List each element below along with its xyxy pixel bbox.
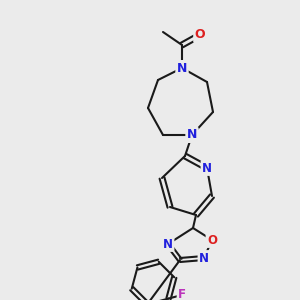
Text: N: N <box>199 251 209 265</box>
Text: N: N <box>177 61 187 74</box>
Text: O: O <box>195 28 205 41</box>
Text: F: F <box>178 288 186 300</box>
Text: N: N <box>163 238 173 250</box>
Text: N: N <box>187 128 197 142</box>
Text: O: O <box>207 233 217 247</box>
Text: N: N <box>202 161 212 175</box>
